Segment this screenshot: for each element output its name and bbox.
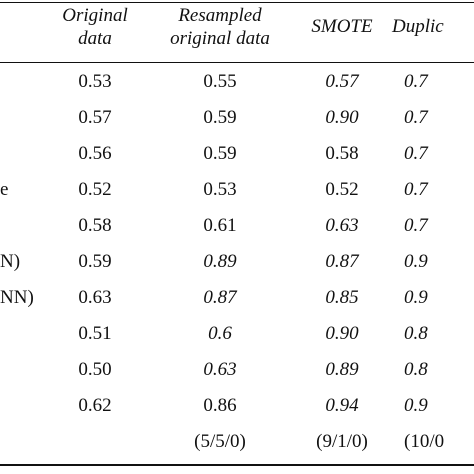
cell-smote: 0.52: [325, 179, 359, 200]
cell-duplicated: 0.9: [404, 287, 428, 308]
cell-original: 0.56: [78, 143, 112, 164]
header-original-line1: Original: [62, 5, 128, 26]
footer-smote-count: (9/1/0): [316, 431, 368, 452]
row-label: [0, 208, 40, 244]
cell-smote: 0.63: [325, 215, 359, 236]
table-row: e 0.52 0.53 0.52 0.7: [0, 172, 474, 208]
row-label: [0, 388, 40, 424]
table-row: 0.62 0.86 0.94 0.9: [0, 388, 474, 424]
cell-original: 0.50: [78, 359, 112, 380]
cell-original: 0.59: [78, 251, 112, 272]
cell-resampled: 0.63: [203, 359, 237, 380]
cell-duplicated: 0.9: [404, 251, 428, 272]
header-original-line2: data: [78, 28, 112, 49]
cell-duplicated: 0.7: [404, 179, 428, 200]
cell-duplicated: 0.8: [404, 359, 428, 380]
row-label: [0, 64, 40, 100]
header-resampled-line2: original data: [170, 28, 270, 49]
cell-resampled: 0.59: [203, 143, 237, 164]
cell-duplicated: 0.7: [404, 215, 428, 236]
cell-resampled: 0.59: [203, 107, 237, 128]
cell-duplicated: 0.9: [404, 395, 428, 416]
cell-original: 0.62: [78, 395, 112, 416]
table-top-rule: [0, 2, 474, 3]
cell-smote: 0.89: [325, 359, 359, 380]
header-original-data: Original data: [45, 4, 145, 56]
table-row: 0.51 0.6 0.90 0.8: [0, 316, 474, 352]
cell-smote: 0.57: [325, 71, 359, 92]
cell-duplicated: 0.7: [404, 143, 428, 164]
table-row: 0.57 0.59 0.90 0.7: [0, 100, 474, 136]
table-row: 0.58 0.61 0.63 0.7: [0, 208, 474, 244]
row-label: [0, 352, 40, 388]
cell-original: 0.53: [78, 71, 112, 92]
cell-original: 0.58: [78, 215, 112, 236]
header-resampled-original-data: Resampled original data: [155, 4, 285, 56]
table-row: NN) 0.63 0.87 0.85 0.9: [0, 280, 474, 316]
cell-resampled: 0.53: [203, 179, 237, 200]
table-row: N) 0.59 0.89 0.87 0.9: [0, 244, 474, 280]
cell-duplicated: 0.8: [404, 323, 428, 344]
cell-smote: 0.90: [325, 323, 359, 344]
cell-smote: 0.90: [325, 107, 359, 128]
cell-original: 0.52: [78, 179, 112, 200]
row-label: N): [0, 251, 21, 272]
footer-duplicated-count: (10/0: [404, 431, 445, 452]
header-smote: SMOTE: [311, 16, 373, 37]
cell-smote: 0.85: [325, 287, 359, 308]
header-duplicated: Duplic: [392, 16, 444, 37]
cell-resampled: 0.86: [203, 395, 237, 416]
header-resampled-line1: Resampled: [178, 5, 262, 26]
table-bottom-rule: [0, 464, 474, 466]
cell-smote: 0.58: [325, 143, 359, 164]
row-label: [0, 100, 40, 136]
cell-smote: 0.94: [325, 395, 359, 416]
cell-resampled: 0.87: [203, 287, 237, 308]
table-row: 0.50 0.63 0.89 0.8: [0, 352, 474, 388]
cell-resampled: 0.61: [203, 215, 237, 236]
cell-duplicated: 0.7: [404, 71, 428, 92]
cell-resampled: 0.55: [203, 71, 237, 92]
cell-original: 0.57: [78, 107, 112, 128]
cell-duplicated: 0.7: [404, 107, 428, 128]
row-label: [0, 316, 40, 352]
table-footer-row: (5/5/0) (9/1/0) (10/0: [0, 424, 474, 460]
table-row: 0.56 0.59 0.58 0.7: [0, 136, 474, 172]
cell-original: 0.63: [78, 287, 112, 308]
cell-resampled: 0.6: [208, 323, 232, 344]
row-label: [0, 136, 40, 172]
row-label: e: [0, 179, 9, 200]
cell-original: 0.51: [78, 323, 112, 344]
cell-smote: 0.87: [325, 251, 359, 272]
footer-resampled-count: (5/5/0): [194, 431, 246, 452]
cell-resampled: 0.89: [203, 251, 237, 272]
table-header-rule: [0, 62, 474, 63]
table-row: 0.53 0.55 0.57 0.7: [0, 64, 474, 100]
row-label: NN): [0, 287, 34, 308]
